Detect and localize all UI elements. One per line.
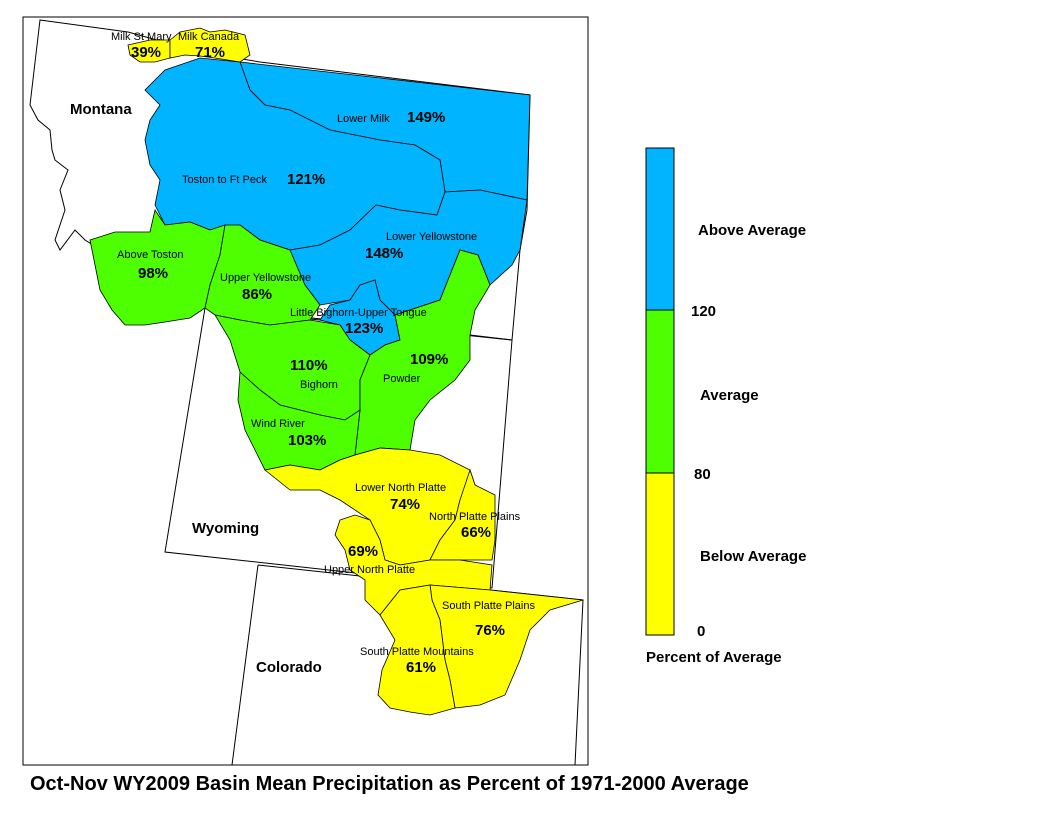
basin-name-upper-north-platte: Upper North Platte — [324, 564, 415, 576]
legend-swatch-above — [645, 147, 675, 311]
basin-percent-wind-river: 103% — [288, 432, 326, 449]
basin-name-north-platte-plains: North Platte Plains — [429, 511, 521, 523]
basin-name-milk-canada: Milk Canada — [178, 31, 240, 43]
basin-name-south-platte-mountains: South Platte Mountains — [360, 646, 474, 658]
basin-percent-south-platte-mountains: 61% — [406, 659, 436, 676]
basin-milk-st-mary — [127, 39, 171, 63]
basin-name-lower-north-platte: Lower North Platte — [355, 482, 446, 494]
legend-swatch-below — [645, 472, 675, 636]
basin-labels: Milk St Mary 39% Milk Canada 71% Lower M… — [111, 31, 535, 676]
basin-name-little-bighorn-upper-tongue: Little Bighorn-Upper Tongue — [290, 307, 427, 319]
basin-percent-lower-north-platte: 74% — [390, 496, 420, 513]
basin-percent-lower-yellowstone: 148% — [365, 245, 403, 262]
basin-name-toston-ft-peck: Toston to Ft Peck — [182, 174, 267, 186]
state-label-montana: Montana — [70, 101, 132, 118]
basin-milk-canada — [169, 27, 251, 63]
legend-tick-120: 120 — [691, 303, 716, 320]
legend-label-above: Above Average — [698, 222, 806, 239]
legend: Above Average Average Below Average 120 … — [645, 147, 806, 666]
basin-percent-toston-ft-peck: 121% — [287, 171, 325, 188]
legend-label-below: Below Average — [700, 548, 806, 565]
basin-percent-lower-milk: 149% — [407, 109, 445, 126]
basin-percent-milk-canada: 71% — [195, 44, 225, 61]
basin-name-lower-yellowstone: Lower Yellowstone — [386, 231, 477, 243]
basin-name-upper-yellowstone: Upper Yellowstone — [220, 272, 311, 284]
basin-percent-north-platte-plains: 66% — [461, 524, 491, 541]
basin-percent-upper-north-platte: 69% — [348, 543, 378, 560]
legend-swatch-average — [645, 309, 675, 474]
basin-percent-above-toston: 98% — [138, 265, 168, 282]
basin-percent-milk-st-mary: 39% — [131, 44, 161, 61]
basin-percent-powder: 109% — [410, 351, 448, 368]
basin-name-powder: Powder — [383, 373, 421, 385]
legend-label-average: Average — [700, 387, 759, 404]
legend-tick-0: 0 — [697, 623, 705, 640]
basin-percent-south-platte-plains: 76% — [475, 622, 505, 639]
state-label-colorado: Colorado — [256, 659, 322, 676]
basin-percent-bighorn: 110% — [290, 357, 328, 374]
basin-name-bighorn: Bighorn — [300, 379, 338, 391]
basin-name-above-toston: Above Toston — [117, 249, 183, 261]
basin-south-platte-mountains — [377, 584, 456, 716]
legend-tick-80: 80 — [694, 466, 711, 483]
basins — [89, 27, 584, 716]
state-label-wyoming: Wyoming — [192, 520, 259, 537]
basin-percent-little-bighorn-upper-tongue: 123% — [345, 320, 383, 337]
basin-name-south-platte-plains: South Platte Plains — [442, 600, 535, 612]
state-labels: Montana Wyoming Colorado — [70, 101, 322, 676]
basin-name-milk-st-mary: Milk St Mary — [111, 31, 172, 43]
basin-percent-upper-yellowstone: 86% — [242, 286, 272, 303]
map-title: Oct-Nov WY2009 Basin Mean Precipitation … — [30, 773, 749, 795]
basin-name-lower-milk: Lower Milk — [337, 113, 390, 125]
legend-caption: Percent of Average — [646, 649, 782, 666]
basin-powder — [354, 249, 491, 456]
basin-name-wind-river: Wind River — [251, 418, 305, 430]
